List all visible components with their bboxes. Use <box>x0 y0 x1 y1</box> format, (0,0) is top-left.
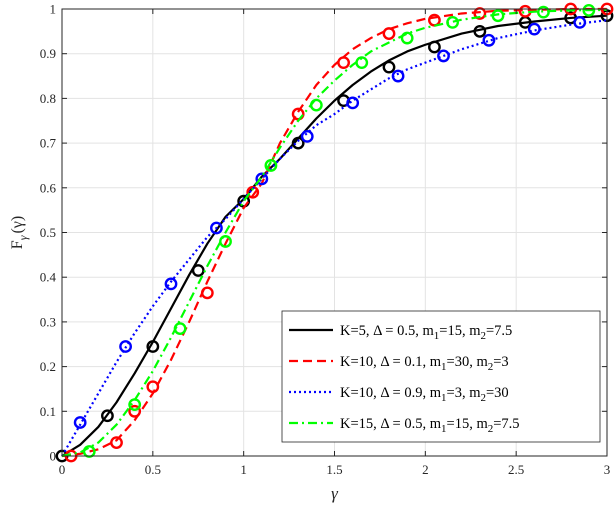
legend-entry-3: K=10, Δ = 0.9, m1=3, m2=30 <box>289 385 509 404</box>
legend-box <box>281 310 601 443</box>
series-marker <box>291 136 305 150</box>
series-marker <box>382 60 396 74</box>
series-marker <box>428 40 441 54</box>
legend-label: K=10, Δ = 0.1, m1=30, m2=3 <box>340 354 509 373</box>
series-marker <box>128 398 142 411</box>
series-marker <box>346 96 360 110</box>
series-marker <box>173 322 187 336</box>
series-marker <box>537 5 550 19</box>
series-marker <box>73 416 87 429</box>
series-marker <box>391 69 405 83</box>
y-axis-label-main: F <box>9 240 26 249</box>
y-tick-label: 0 <box>50 449 57 464</box>
y-axis-label-sub: γ <box>16 235 30 240</box>
x-tick-label: 3 <box>604 462 611 477</box>
series-marker <box>473 24 487 38</box>
series-marker <box>101 409 114 423</box>
series-marker <box>482 33 496 47</box>
series-marker <box>573 16 587 29</box>
series-marker <box>128 404 142 418</box>
y-axis-label-text: Fγ(γ) <box>9 216 30 249</box>
y-tick-label: 0.9 <box>40 46 56 61</box>
x-tick-label: 0 <box>59 462 66 477</box>
series-marker <box>582 3 596 17</box>
legend-entry-1: K=5, Δ = 0.5, m1=15, m2=7.5 <box>289 323 512 342</box>
series-marker <box>473 7 487 20</box>
y-tick-label: 0.6 <box>40 180 57 195</box>
series-marker <box>437 49 450 63</box>
y-tick-label: 0.5 <box>40 225 56 240</box>
series-marker <box>200 286 214 300</box>
y-axis-label: Fγ(γ) <box>9 216 30 249</box>
legend: K=5, Δ = 0.5, m1=15, m2=7.5 K=10, Δ = 0.1… <box>281 310 601 443</box>
y-axis-label-suffix: (γ) <box>9 216 26 234</box>
y-tick-label: 1 <box>50 2 57 17</box>
ticks <box>61 8 608 457</box>
series-marker <box>255 172 269 186</box>
series-marker <box>119 340 132 353</box>
series-marker <box>309 98 323 112</box>
series-4 <box>61 3 608 458</box>
series-marker <box>446 16 459 29</box>
series-marker <box>110 436 123 449</box>
y-tick-label: 0.3 <box>40 314 56 329</box>
legend-entry-2: K=10, Δ = 0.1, m1=30, m2=3 <box>289 354 509 373</box>
series-marker <box>191 264 205 277</box>
y-tick-label: 0.4 <box>40 270 57 285</box>
series-marker <box>264 159 278 172</box>
series-marker <box>246 185 260 199</box>
series-line <box>61 14 608 457</box>
y-tick-label: 0.8 <box>40 91 56 106</box>
y-tick-label: 0.1 <box>40 404 56 419</box>
series-marker <box>164 277 178 291</box>
series-marker <box>400 31 414 45</box>
series-line <box>61 8 608 458</box>
series-marker <box>355 56 369 70</box>
series-marker <box>146 380 160 394</box>
series-marker <box>82 445 96 458</box>
series-marker <box>146 340 160 353</box>
legend-label: K=5, Δ = 0.5, m1=15, m2=7.5 <box>340 323 512 342</box>
x-tick-label: 0.5 <box>145 462 161 477</box>
series-marker <box>527 22 541 36</box>
series-marker <box>210 221 223 235</box>
series-1 <box>55 9 614 463</box>
x-axis-label: γ <box>331 484 339 503</box>
y-tick-label: 0.7 <box>40 136 57 151</box>
x-tick-label: 1.5 <box>326 462 342 477</box>
series-marker <box>491 9 505 23</box>
tick-labels: 0 0.5 1 1.5 2 2.5 3 0 0.1 0.2 0.3 0.4 0.5 0.6 0.7 0.8 0.… <box>40 2 611 478</box>
legend-label: K=15, Δ = 0.5, m1=15, m2=7.5 <box>340 416 520 435</box>
series-marker <box>337 56 350 70</box>
x-tick-label: 2 <box>422 462 429 477</box>
x-tick-label: 2.5 <box>508 462 524 477</box>
series-3 <box>61 16 608 457</box>
series-marker <box>382 27 396 40</box>
series-marker <box>300 129 314 143</box>
series-marker <box>219 235 232 248</box>
y-tick-label: 0.2 <box>40 359 56 374</box>
legend-label: K=10, Δ = 0.9, m1=3, m2=30 <box>340 385 509 404</box>
x-tick-label: 1 <box>240 462 247 477</box>
legend-entry-4: K=15, Δ = 0.5, m1=15, m2=7.5 <box>289 416 520 435</box>
